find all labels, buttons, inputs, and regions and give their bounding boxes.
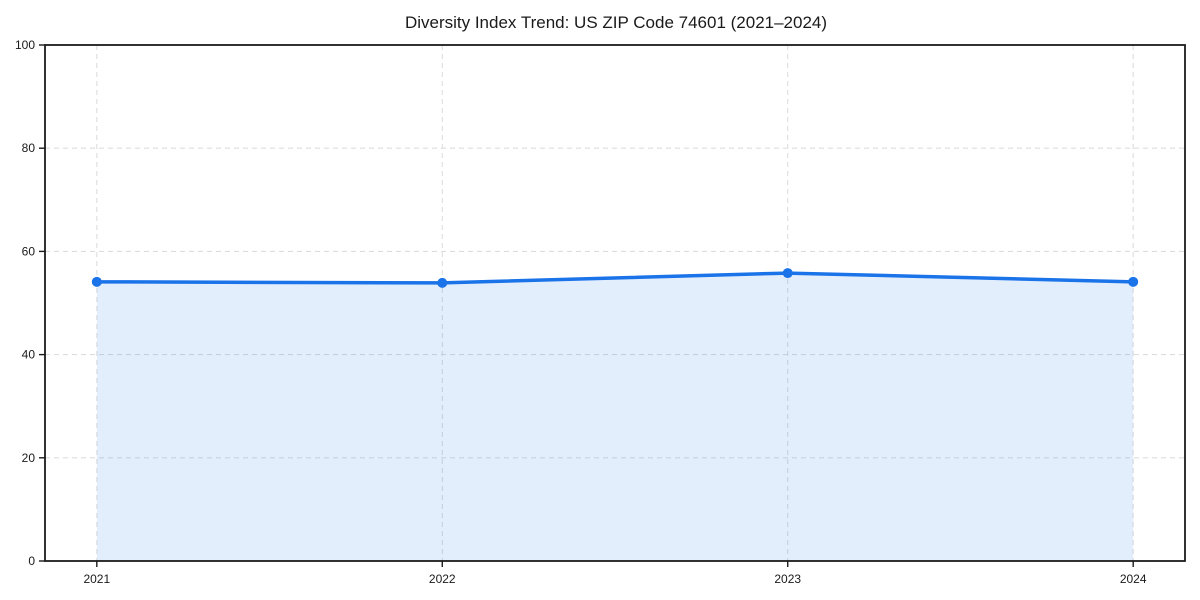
x-tick-label: 2024 — [1120, 572, 1147, 586]
x-tick-label: 2022 — [429, 572, 456, 586]
y-tick-label: 20 — [22, 451, 36, 465]
y-tick-label: 60 — [22, 244, 36, 258]
data-point-marker — [91, 276, 102, 287]
trend-line — [95, 271, 1135, 285]
x-tick-label: 2023 — [774, 572, 801, 586]
plot-border — [44, 44, 1186, 562]
chart-title: Diversity Index Trend: US ZIP Code 74601… — [405, 13, 827, 32]
y-tick-label: 80 — [22, 141, 36, 155]
y-tick-label: 0 — [28, 554, 35, 568]
axis-layer: 0 20 40 60 80 100 2021 2022 2023 2024 — [15, 38, 1186, 586]
data-point-marker — [782, 268, 793, 279]
y-tick-label: 40 — [22, 348, 36, 362]
data-point-marker — [437, 277, 448, 288]
series-layer — [91, 268, 1139, 561]
x-tick-label: 2021 — [83, 572, 110, 586]
y-tick-label: 100 — [15, 38, 35, 52]
area-fill — [96, 273, 1134, 561]
data-point-marker — [1128, 276, 1139, 287]
